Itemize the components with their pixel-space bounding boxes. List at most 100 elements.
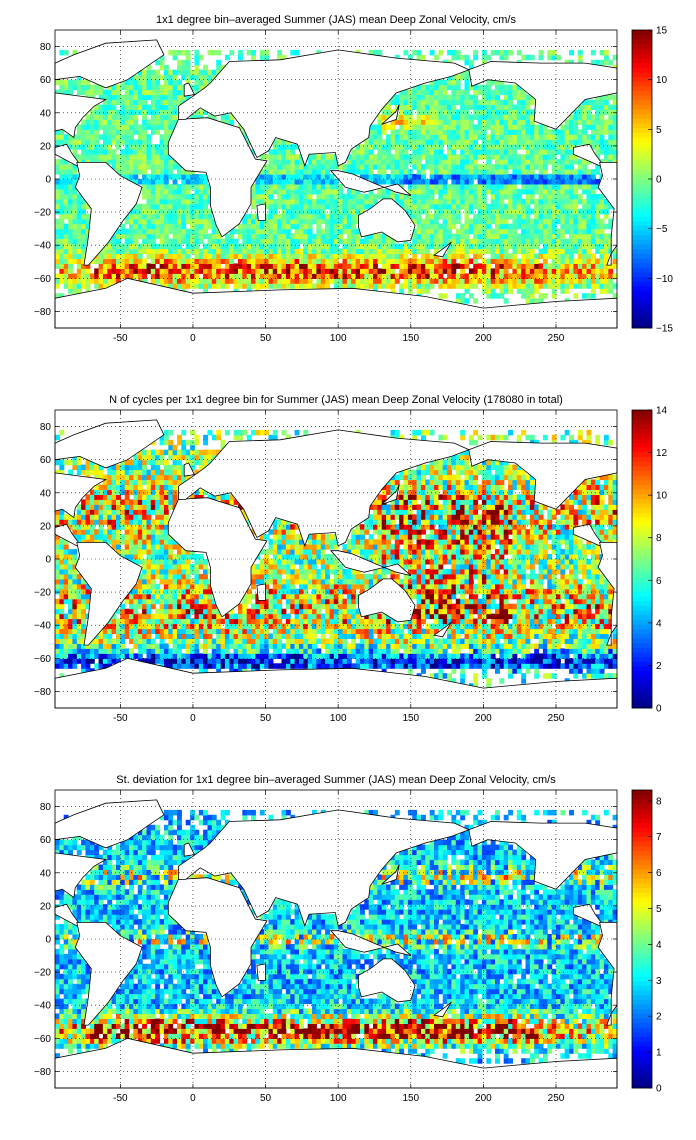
data-cell bbox=[577, 193, 583, 200]
data-cell bbox=[246, 243, 252, 250]
data-cell bbox=[551, 203, 557, 210]
data-cell bbox=[425, 114, 431, 120]
data-cell bbox=[150, 114, 156, 120]
data-cell bbox=[116, 278, 121, 284]
data-cell bbox=[569, 268, 574, 274]
data-cell bbox=[55, 218, 60, 225]
data-cell bbox=[460, 283, 466, 289]
data-cell bbox=[481, 193, 487, 200]
data-cell bbox=[425, 218, 431, 225]
colorbar-step bbox=[632, 43, 652, 50]
data-cell bbox=[150, 198, 156, 205]
data-cell bbox=[137, 643, 143, 649]
data-cell bbox=[81, 203, 86, 210]
data-cell bbox=[102, 519, 108, 525]
data-cell bbox=[477, 119, 483, 125]
data-cell bbox=[473, 109, 479, 115]
data-cell bbox=[499, 169, 505, 175]
data-cell bbox=[590, 223, 596, 230]
data-cell bbox=[129, 174, 134, 180]
data-cell bbox=[76, 263, 82, 269]
data-cell bbox=[455, 248, 461, 254]
data-cell bbox=[564, 258, 570, 264]
data-cell bbox=[512, 283, 518, 289]
data-cell bbox=[329, 273, 335, 279]
data-cell bbox=[150, 193, 156, 200]
data-cell bbox=[181, 69, 187, 76]
data-cell bbox=[516, 288, 522, 294]
colorbar-step bbox=[632, 127, 652, 133]
data-cell bbox=[150, 213, 156, 220]
data-cell bbox=[285, 213, 291, 220]
data-cell bbox=[495, 129, 500, 135]
data-cell bbox=[85, 598, 91, 605]
data-cell bbox=[560, 184, 566, 190]
data-cell bbox=[390, 119, 396, 125]
data-cell bbox=[259, 188, 265, 195]
data-cell bbox=[133, 539, 139, 545]
data-cell bbox=[303, 278, 309, 284]
data-cell bbox=[137, 524, 143, 530]
data-cell bbox=[142, 539, 147, 545]
data-cell bbox=[155, 144, 161, 150]
data-cell bbox=[421, 223, 426, 230]
data-cell bbox=[434, 174, 439, 180]
data-cell bbox=[264, 188, 269, 195]
data-cell bbox=[516, 188, 522, 195]
data-cell bbox=[129, 228, 134, 235]
data-cell bbox=[133, 504, 139, 510]
data-cell bbox=[442, 124, 448, 130]
data-cell bbox=[399, 119, 405, 125]
data-cell bbox=[556, 278, 561, 284]
data-cell bbox=[307, 263, 313, 269]
data-cell bbox=[203, 179, 208, 185]
data-cell bbox=[364, 169, 370, 175]
data-cell bbox=[133, 474, 139, 481]
data-cell bbox=[320, 268, 326, 274]
data-cell bbox=[116, 489, 121, 495]
data-cell bbox=[111, 124, 117, 130]
data-cell bbox=[68, 134, 73, 140]
data-cell bbox=[294, 164, 300, 170]
data-cell bbox=[512, 193, 518, 200]
data-cell bbox=[438, 174, 444, 180]
data-cell bbox=[586, 258, 592, 264]
data-cell bbox=[421, 253, 426, 259]
data-cell bbox=[360, 159, 365, 165]
colorbar-step bbox=[632, 267, 652, 273]
data-cell bbox=[490, 184, 496, 190]
data-cell bbox=[434, 258, 439, 264]
data-cell bbox=[181, 258, 187, 264]
data-cell bbox=[403, 283, 409, 289]
data-cell bbox=[381, 149, 387, 155]
data-cell bbox=[407, 124, 413, 130]
data-cell bbox=[481, 134, 487, 140]
data-cell bbox=[116, 114, 121, 120]
data-cell bbox=[272, 164, 278, 170]
data-cell bbox=[63, 253, 69, 259]
data-cell bbox=[455, 74, 461, 81]
data-cell bbox=[190, 263, 195, 269]
data-cell bbox=[556, 253, 561, 259]
data-cell bbox=[89, 514, 95, 520]
data-cell bbox=[503, 248, 509, 254]
data-cell bbox=[76, 519, 82, 525]
data-cell bbox=[599, 228, 605, 235]
data-cell bbox=[381, 263, 387, 269]
data-cell bbox=[403, 179, 409, 185]
data-cell bbox=[412, 258, 418, 264]
data-cell bbox=[85, 529, 91, 535]
data-cell bbox=[72, 144, 78, 150]
data-cell bbox=[68, 633, 73, 639]
data-cell bbox=[460, 74, 466, 81]
data-cell bbox=[434, 134, 439, 140]
data-cell bbox=[76, 583, 82, 590]
data-cell bbox=[407, 288, 413, 294]
data-cell bbox=[159, 534, 165, 540]
data-cell bbox=[455, 54, 461, 61]
data-cell bbox=[516, 139, 522, 145]
data-cell bbox=[569, 273, 574, 279]
data-cell bbox=[137, 613, 143, 620]
data-cell bbox=[360, 248, 365, 254]
data-cell bbox=[525, 278, 531, 284]
